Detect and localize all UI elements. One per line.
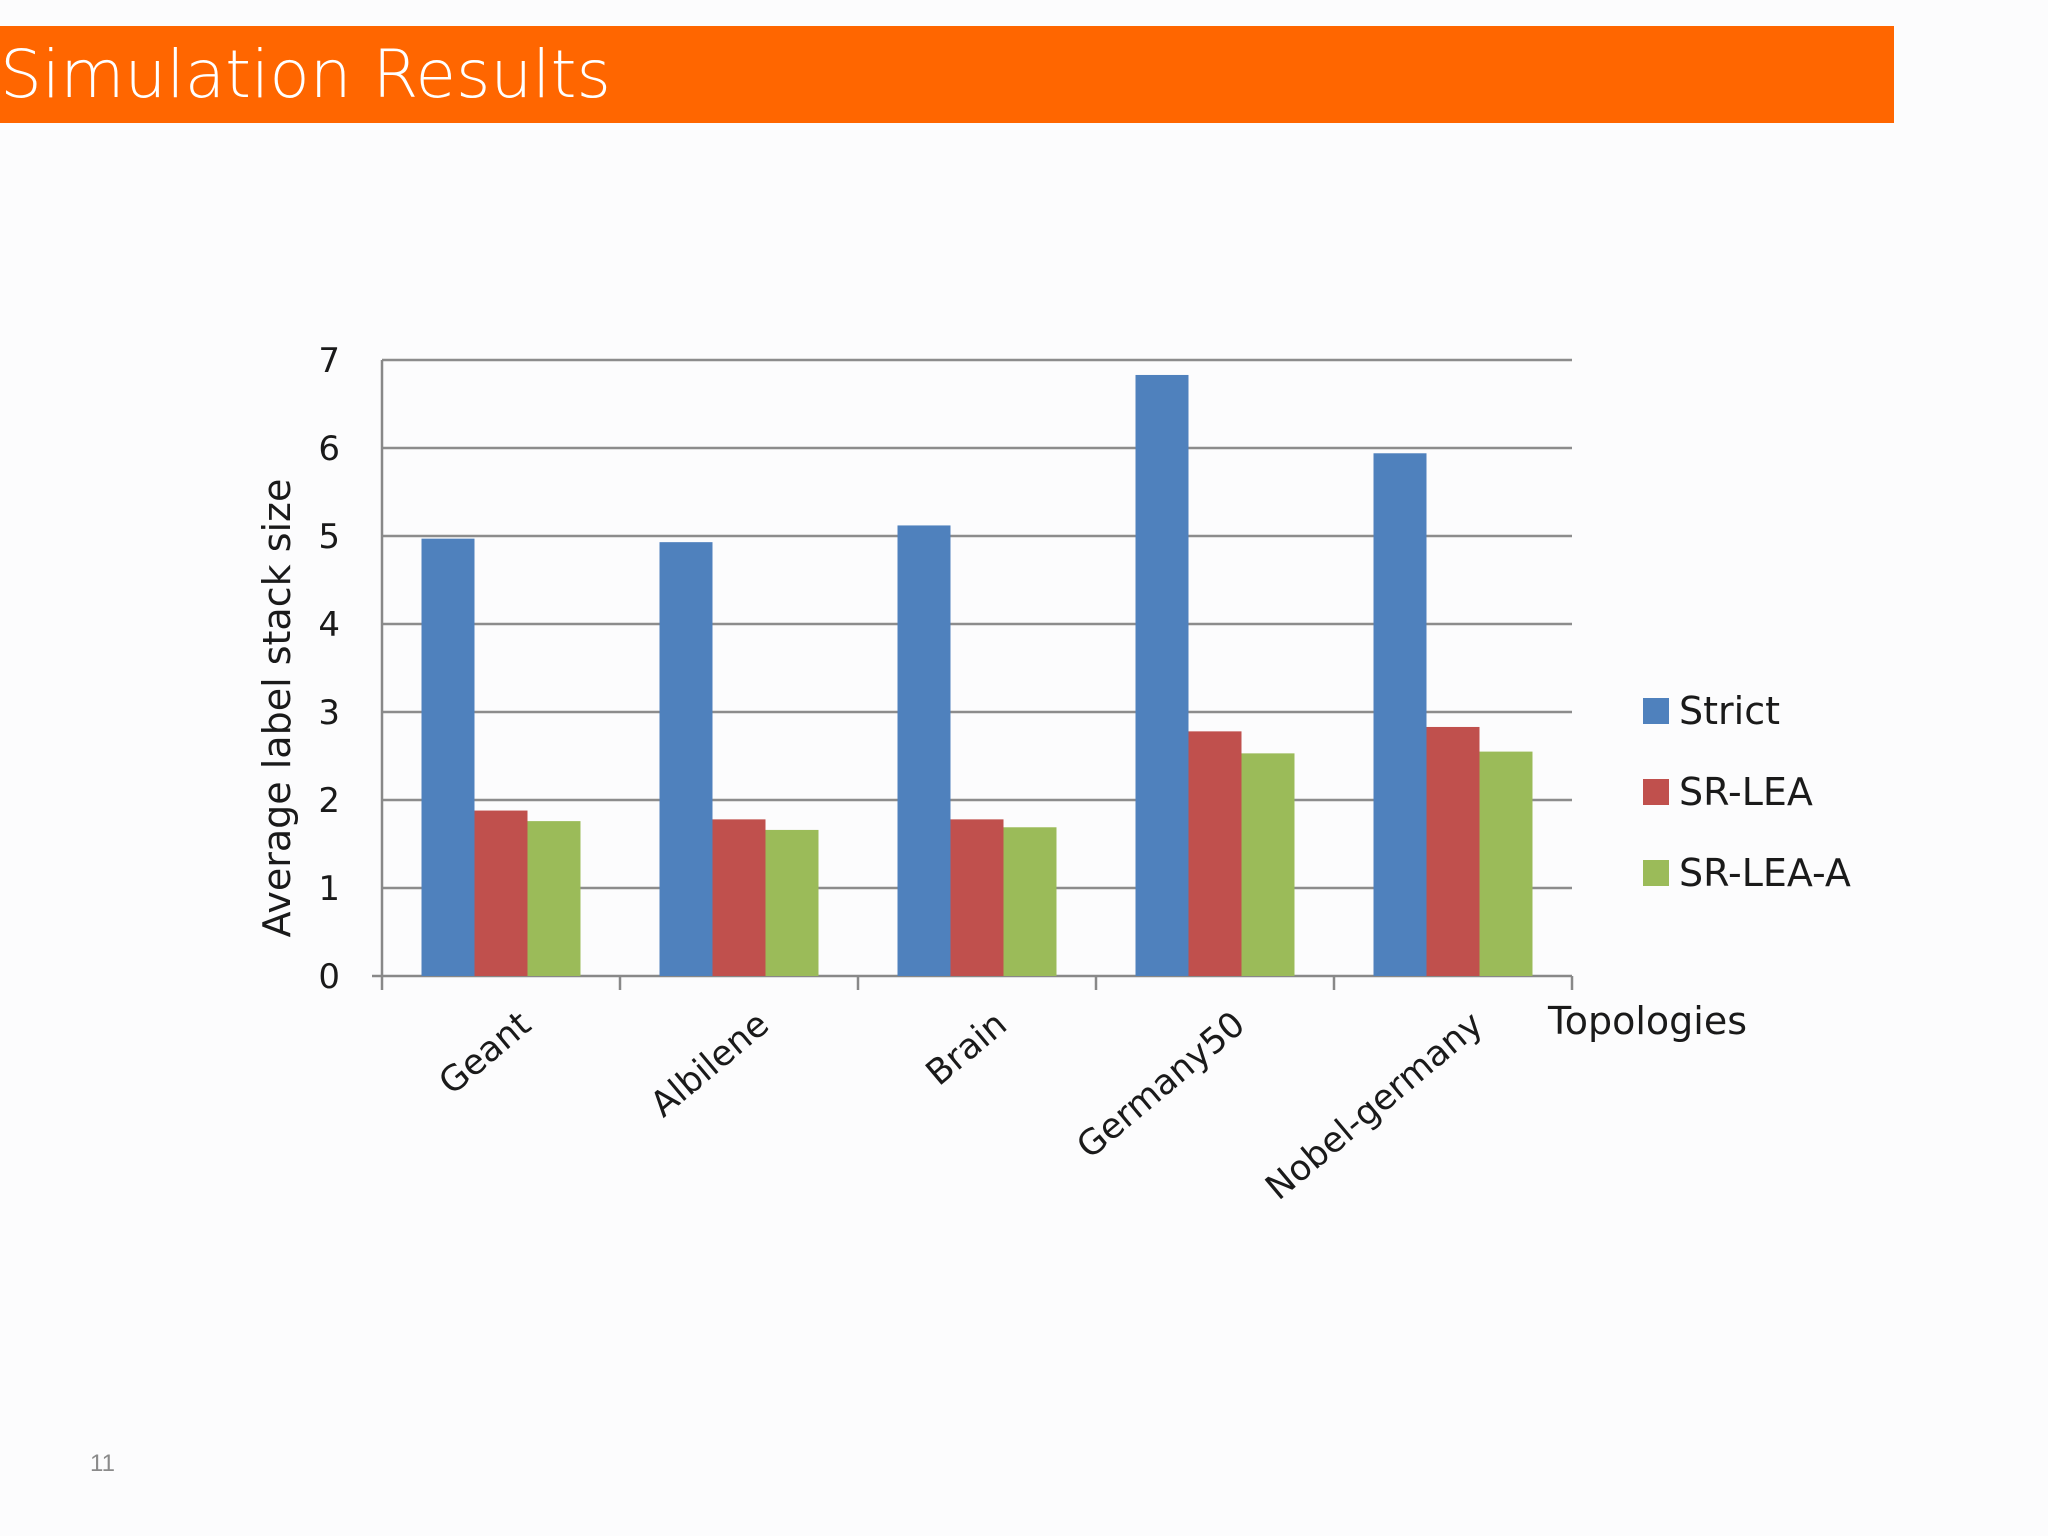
y-tick-label: 6 — [318, 429, 340, 469]
x-tick-label: Germany50 — [1070, 1004, 1253, 1167]
bar-strict-albilene — [659, 542, 713, 976]
bar-sr-lea-a-geant — [527, 821, 581, 976]
bar-sr-lea-brain — [950, 819, 1004, 976]
y-axis-label: Average label stack size — [255, 479, 299, 938]
bar-sr-lea-a-nobel-germany — [1479, 751, 1533, 976]
x-tick-label: Geant — [432, 1004, 539, 1103]
bar-sr-lea-germany50 — [1188, 731, 1242, 976]
y-tick-label: 0 — [318, 957, 340, 997]
legend-label: SR-LEA-A — [1679, 851, 1851, 895]
bar-strict-geant — [421, 538, 475, 976]
legend-swatch-sr-lea-a — [1643, 860, 1669, 886]
y-tick-label: 5 — [318, 517, 340, 557]
x-tick-label: Albilene — [643, 1004, 776, 1125]
y-tick-label: 3 — [318, 693, 340, 733]
legend-swatch-strict — [1643, 698, 1669, 724]
x-tick-label: Nobel-germany — [1258, 1004, 1490, 1208]
x-axis-label: Topologies — [1547, 999, 1747, 1043]
y-tick-label: 7 — [318, 341, 340, 381]
bar-sr-lea-a-brain — [1003, 827, 1057, 976]
legend-label: SR-LEA — [1679, 770, 1813, 814]
y-tick-label: 1 — [318, 869, 340, 909]
slide-title: Simulation Results — [0, 36, 611, 113]
y-tick-label: 2 — [318, 781, 340, 821]
bar-sr-lea-geant — [474, 810, 528, 976]
bar-sr-lea-a-germany50 — [1241, 753, 1295, 976]
title-bar: Simulation Results — [0, 26, 1894, 123]
bar-sr-lea-nobel-germany — [1426, 726, 1480, 976]
bar-sr-lea-a-albilene — [765, 829, 819, 976]
legend-swatch-sr-lea — [1643, 779, 1669, 805]
y-tick-label: 4 — [318, 605, 340, 645]
page-number: 11 — [90, 1450, 115, 1477]
bar-strict-nobel-germany — [1373, 453, 1427, 976]
bar-strict-brain — [897, 525, 951, 976]
legend-label: Strict — [1679, 689, 1780, 733]
bar-strict-germany50 — [1135, 374, 1189, 977]
bar-sr-lea-albilene — [712, 819, 766, 976]
x-tick-label: Brain — [919, 1004, 1015, 1094]
